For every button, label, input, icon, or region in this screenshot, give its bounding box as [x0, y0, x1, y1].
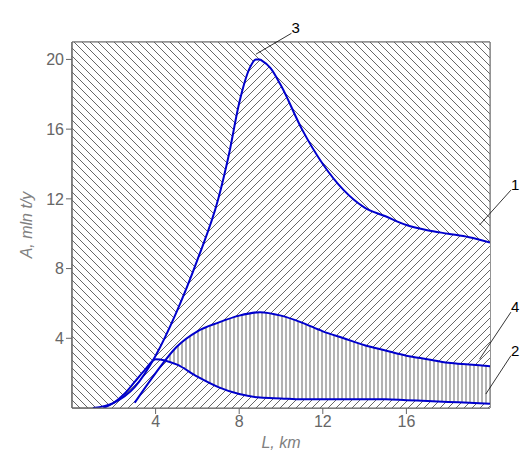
svg-text:L, km: L, km — [261, 434, 300, 451]
svg-text:12: 12 — [46, 191, 64, 208]
svg-text:16: 16 — [46, 121, 64, 138]
svg-text:A, mln t/y: A, mln t/y — [18, 191, 35, 260]
svg-text:8: 8 — [235, 413, 244, 430]
svg-text:2: 2 — [511, 342, 519, 359]
svg-text:4: 4 — [511, 298, 519, 315]
svg-text:12: 12 — [314, 413, 332, 430]
svg-text:8: 8 — [55, 260, 64, 277]
svg-text:20: 20 — [46, 51, 64, 68]
svg-text:16: 16 — [398, 413, 416, 430]
svg-text:1: 1 — [511, 176, 519, 193]
svg-text:4: 4 — [55, 330, 64, 347]
svg-text:3: 3 — [291, 19, 299, 36]
svg-text:4: 4 — [151, 413, 160, 430]
